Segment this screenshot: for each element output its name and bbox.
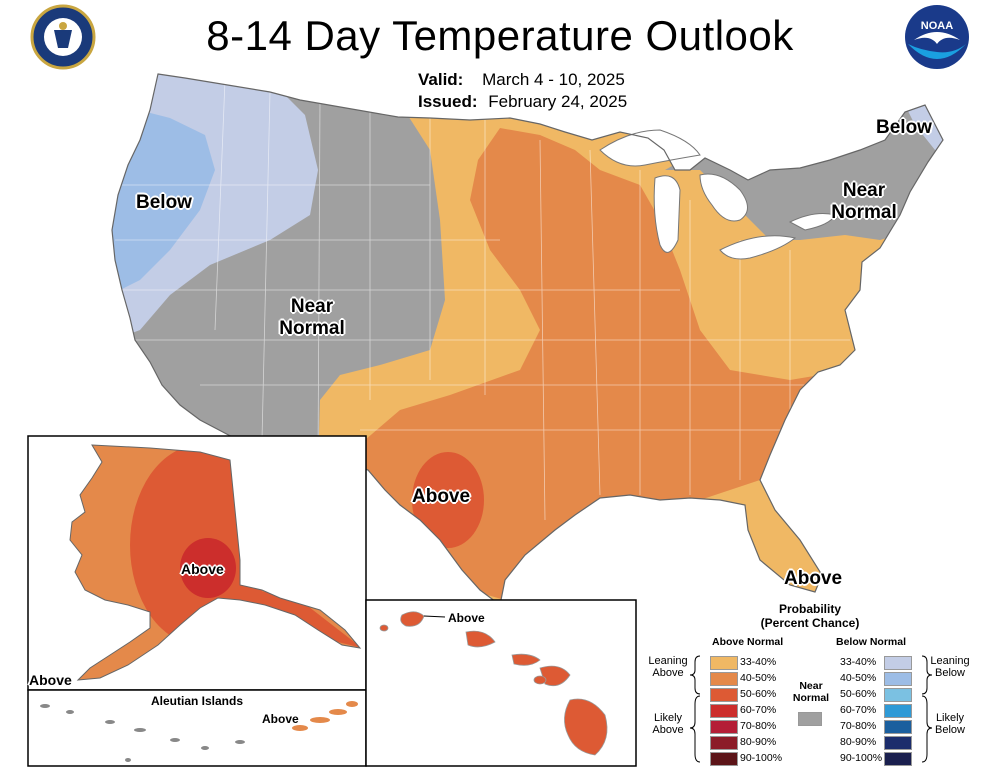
state-borders (115, 79, 850, 521)
label-near-normal-east-line2: Normal (831, 202, 897, 223)
legend-below-header: Below Normal (836, 636, 907, 648)
issued-line: Issued: February 24, 2025 (418, 92, 627, 112)
legend-below-swatch (884, 672, 912, 686)
legend-above-swatch (710, 688, 738, 702)
svg-text:NOAA: NOAA (921, 20, 953, 32)
legend-likely-above-line2: Above (652, 724, 684, 736)
legend-leaning-below-line2: Below (935, 667, 965, 679)
legend-below-range: 60-70% (840, 704, 877, 716)
legend-leaning-above-line1: Leaning (648, 655, 688, 667)
legend-above-range: 90-100% (740, 752, 783, 764)
issued-value: February 24, 2025 (488, 92, 628, 111)
legend-above-range: 40-50% (740, 672, 777, 684)
legend-likely-above: Likely Above (646, 712, 690, 736)
legend-below-swatch (884, 704, 912, 718)
legend-above-range: 33-40% (740, 656, 777, 668)
legend-above-swatch (710, 672, 738, 686)
legend-below-range: 50-60% (840, 688, 877, 700)
legend-below-range: 80-90% (840, 736, 877, 748)
valid-line: Valid: March 4 - 10, 2025 (418, 70, 625, 90)
legend-near-normal-line1: Near (799, 680, 823, 692)
legend-below-swatch (884, 656, 912, 670)
lean-below-northeast-region (900, 95, 943, 160)
legend-near-normal: Near Normal (786, 680, 836, 704)
above-central-region (360, 128, 860, 600)
legend-above-swatch (710, 752, 738, 766)
legend-above-swatch (710, 720, 738, 734)
label-above-hawaii: Above (448, 611, 485, 625)
label-above-florida: Above (784, 568, 843, 589)
label-near-normal-west: Near Normal (272, 296, 352, 340)
aleutian-above-islands (292, 701, 358, 731)
legend-above-swatch (710, 736, 738, 750)
legend-above-swatch (710, 656, 738, 670)
legend-likely-below-line1: Likely (935, 712, 965, 724)
legend-above-header: Above Normal (712, 636, 784, 648)
aleutian-inset-frame (27, 689, 367, 767)
alaska-outline (69, 444, 362, 681)
legend-likely-below: Likely Below (928, 712, 972, 736)
legend-below-range: 90-100% (840, 752, 883, 764)
legend-below-swatch (884, 720, 912, 734)
legend-below-range: 70-80% (840, 720, 877, 732)
legend-below-range: 40-50% (840, 672, 877, 684)
legend-leaning-below: Leaning Below (928, 655, 972, 679)
legend-below-swatch (884, 752, 912, 766)
alaska-panhandle-region (235, 585, 360, 648)
legend-below-swatch (884, 688, 912, 702)
legend-above-range: 70-80% (740, 720, 777, 732)
legend-below-swatch (884, 736, 912, 750)
alaska-above-60-70-region (180, 538, 236, 598)
valid-value: March 4 - 10, 2025 (482, 70, 625, 89)
label-near-normal-west-line1: Near (290, 296, 334, 317)
label-above-aleutian: Above (262, 712, 299, 726)
doc-seal-icon (28, 4, 98, 70)
legend-above-swatch (710, 704, 738, 718)
legend-above-range: 80-90% (740, 736, 777, 748)
valid-label: Valid: (418, 70, 464, 89)
legend-near-normal-line2: Normal (792, 692, 830, 704)
label-below-west: Below (136, 192, 192, 213)
label-above-alaska-corner: Above (29, 672, 72, 688)
legend-above-range: 60-70% (740, 704, 777, 716)
aleutian-islands (40, 704, 245, 762)
legend-title-line2: (Percent Chance) (760, 616, 860, 630)
legend-leaning-above-line2: Above (652, 667, 684, 679)
legend-braces (689, 655, 933, 763)
aleutian-title: Aleutian Islands (150, 694, 244, 708)
above-texas-region (412, 452, 484, 548)
label-above-alaska-interior: Above (181, 561, 224, 577)
page-title: 8-14 Day Temperature Outlook (206, 12, 794, 59)
legend-below-range: 33-40% (840, 656, 877, 668)
label-below-northeast: Below (876, 117, 932, 138)
legend-leaning-above: Leaning Above (646, 655, 690, 679)
legend: Probability (Percent Chance) Above Norma… (640, 600, 1000, 772)
legend-leaning-below-line1: Leaning (930, 655, 970, 667)
hawaii-pointer-line (423, 615, 446, 618)
legend-title-line1: Probability (778, 602, 841, 616)
hawaii-islands (379, 611, 608, 756)
legend-likely-above-line1: Likely (653, 712, 683, 724)
issued-label: Issued: (418, 92, 478, 111)
legend-title: Probability (Percent Chance) (730, 602, 890, 630)
noaa-logo-icon: NOAA (904, 4, 970, 70)
label-near-normal-east-line1: Near (842, 180, 886, 201)
label-near-normal-west-line2: Normal (279, 318, 345, 339)
legend-likely-below-line2: Below (935, 724, 965, 736)
label-above-texas: Above (412, 486, 471, 507)
great-lakes (599, 129, 836, 260)
legend-above-range: 50-60% (740, 688, 777, 700)
legend-near-normal-swatch (798, 712, 822, 726)
label-near-normal-east: Near Normal (824, 180, 904, 224)
